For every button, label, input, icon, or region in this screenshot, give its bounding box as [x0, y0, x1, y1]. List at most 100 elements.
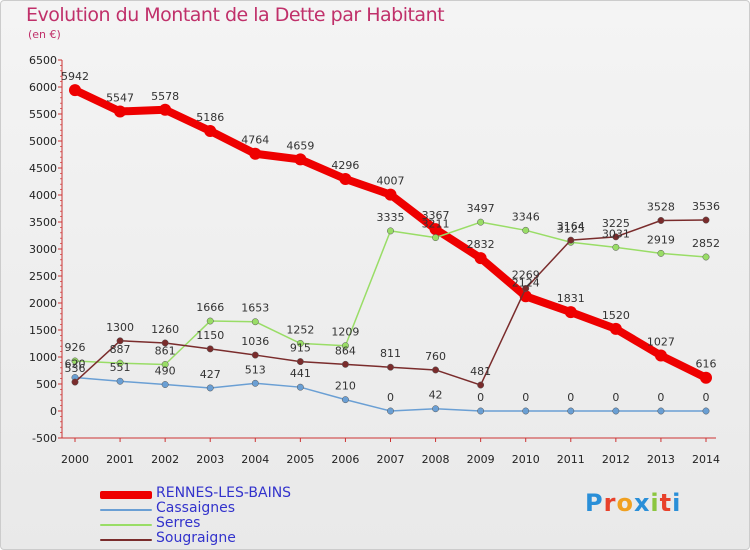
- x-tick-label: 2003: [196, 453, 224, 466]
- data-label: 861: [155, 345, 176, 358]
- data-point: [612, 407, 620, 415]
- y-tick-label: 4000: [29, 189, 57, 202]
- legend-label: RENNES-LES-BAINS: [156, 485, 292, 501]
- data-label: 887: [110, 343, 131, 356]
- data-point: [429, 223, 442, 236]
- data-label: 0: [703, 391, 710, 404]
- y-tick-label: 3500: [29, 216, 57, 229]
- data-point: [387, 227, 394, 235]
- data-point: [567, 407, 575, 415]
- data-point: [387, 363, 394, 371]
- data-label: 1027: [647, 336, 675, 349]
- y-tick-label: 6000: [29, 81, 57, 94]
- data-point: [477, 218, 485, 226]
- data-label: 926: [65, 341, 86, 354]
- data-point: [296, 358, 304, 366]
- data-point: [159, 103, 172, 116]
- x-tick-label: 2002: [151, 453, 179, 466]
- x-tick-label: 2006: [331, 453, 359, 466]
- data-label: 2269: [512, 268, 540, 281]
- data-label: 3335: [377, 211, 405, 224]
- x-tick-label: 2007: [377, 453, 405, 466]
- data-point: [702, 216, 710, 224]
- data-label: 3367: [422, 209, 450, 222]
- data-label: 4764: [241, 134, 269, 147]
- y-tick-label: 3000: [29, 243, 57, 256]
- data-point: [612, 243, 620, 251]
- data-label: 811: [380, 347, 401, 360]
- logo-letter: P: [585, 489, 604, 517]
- data-label: 3211: [422, 218, 450, 231]
- data-label: 2919: [647, 233, 675, 246]
- data-point: [206, 384, 214, 392]
- data-label: 441: [290, 367, 311, 380]
- data-point: [657, 407, 665, 415]
- data-label: 4296: [331, 159, 359, 172]
- data-point: [69, 84, 81, 97]
- data-label: 536: [65, 362, 86, 375]
- data-point: [294, 153, 307, 166]
- x-tick-label: 2013: [647, 453, 675, 466]
- data-label: 4007: [377, 175, 405, 188]
- data-point: [477, 381, 485, 389]
- data-label: 2832: [467, 238, 495, 251]
- y-tick-label: 5000: [29, 135, 57, 148]
- legend-label: Serres: [156, 515, 201, 531]
- data-point: [249, 147, 262, 160]
- data-label: 0: [387, 391, 394, 404]
- data-label: 1036: [241, 335, 269, 348]
- x-tick-label: 2008: [422, 453, 450, 466]
- legend-swatch: [100, 539, 152, 541]
- data-point: [702, 407, 710, 415]
- data-point: [116, 377, 124, 385]
- data-label: 3346: [512, 210, 540, 223]
- y-tick-label: 6500: [29, 54, 57, 67]
- data-point: [522, 226, 530, 234]
- logo-letter: i: [650, 489, 660, 517]
- data-label: 427: [200, 368, 221, 381]
- data-point: [432, 405, 440, 413]
- data-label: 915: [290, 342, 311, 355]
- data-label: 42: [429, 389, 443, 402]
- data-labels: 5942 5547 5578 5186 4764 4659 4296 4007 3367 2832…: [61, 70, 720, 404]
- data-label: 3528: [647, 200, 675, 213]
- logo-letter: o: [616, 489, 634, 517]
- data-point: [612, 233, 620, 241]
- data-point: [657, 217, 665, 224]
- data-point: [387, 407, 394, 415]
- proxiti-logo: Proxiti: [585, 489, 681, 517]
- chart-unit-label: (en €): [28, 28, 61, 41]
- data-label: 5942: [61, 70, 89, 83]
- data-label: 1831: [557, 292, 585, 305]
- y-tick-label: -500: [32, 432, 57, 445]
- data-point: [564, 306, 577, 319]
- data-label: 620: [65, 358, 86, 371]
- data-label: 3497: [467, 202, 495, 215]
- data-label: 1520: [602, 309, 630, 322]
- data-point: [700, 371, 712, 384]
- data-point: [477, 407, 485, 415]
- data-label: 3164: [557, 220, 585, 233]
- data-point: [609, 322, 622, 335]
- data-label: 616: [696, 358, 717, 371]
- data-label: 3225: [602, 217, 630, 230]
- y-tick-label: 2000: [29, 297, 57, 310]
- data-label: 864: [335, 344, 356, 357]
- legend-swatch: [100, 491, 152, 499]
- data-point: [339, 173, 352, 186]
- data-label: 0: [477, 391, 484, 404]
- x-tick-label: 2011: [557, 453, 585, 466]
- data-point: [204, 124, 217, 137]
- data-point: [657, 249, 665, 257]
- data-label: 4659: [286, 139, 314, 152]
- series-lines: [69, 84, 712, 415]
- data-point: [702, 253, 710, 261]
- data-point: [161, 381, 169, 388]
- y-tick-label: 0: [50, 405, 57, 418]
- y-tick-label: 1500: [29, 324, 57, 337]
- data-label: 5186: [196, 111, 224, 124]
- x-tick-label: 2005: [286, 453, 314, 466]
- axes: -500 0 500 1000 1500 2000 2500 3000 3500 4000 4500…: [29, 54, 720, 466]
- x-tick-label: 2014: [692, 453, 720, 466]
